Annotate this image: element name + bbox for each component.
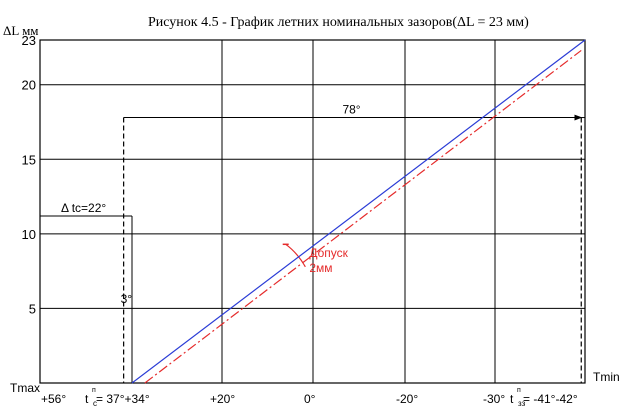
y-tick-label: 10 (22, 227, 36, 242)
series-line (144, 49, 582, 384)
x-axis-min-label: Tmax (10, 381, 40, 395)
chart-title: Рисунок 4.5 - График летних номинальных … (148, 15, 529, 30)
y-axis-label: ΔL мм (3, 23, 39, 38)
x-tick-label: t (85, 392, 89, 406)
x-tick-label: = -41°-42° (523, 392, 578, 406)
tolerance-label: Допуск (309, 246, 348, 260)
x-tick-label: +56° (41, 392, 66, 406)
three-degree-label: 3° (121, 292, 133, 306)
y-tick-labels: 23 20 15 10 5 (22, 33, 36, 316)
series-line (131, 39, 586, 384)
tolerance-leader (285, 243, 306, 268)
y-tick-label: 23 (22, 33, 36, 48)
x-tick-subscript: с (93, 399, 97, 408)
x-axis-max-label: Tmin (593, 370, 620, 384)
x-tick-superscript: п (517, 387, 521, 394)
tolerance-value: 2мм (309, 261, 332, 275)
x-tick-label: 0° (304, 392, 316, 406)
x-tick-labels: +56° t = 37°+34° +20° 0° -20° -30° t = -41°-42° с… (41, 387, 578, 408)
y-tick-label: 20 (22, 78, 36, 93)
x-tick-label: +20° (210, 392, 235, 406)
x-tick-label: -30° (483, 392, 505, 406)
grid (39, 39, 586, 384)
delta-tc-label: Δ tc=22° (61, 201, 106, 215)
y-tick-label: 5 (29, 301, 36, 316)
y-tick-label: 15 (22, 152, 36, 167)
x-tick-superscript: п (92, 387, 96, 394)
x-tick-label: t (510, 392, 514, 406)
span-78-label: 78° (342, 103, 360, 117)
x-tick-subscript: зз (518, 399, 526, 408)
series-lines (131, 39, 586, 384)
x-tick-label: = 37°+34° (96, 392, 150, 406)
x-tick-label: -20° (396, 392, 418, 406)
